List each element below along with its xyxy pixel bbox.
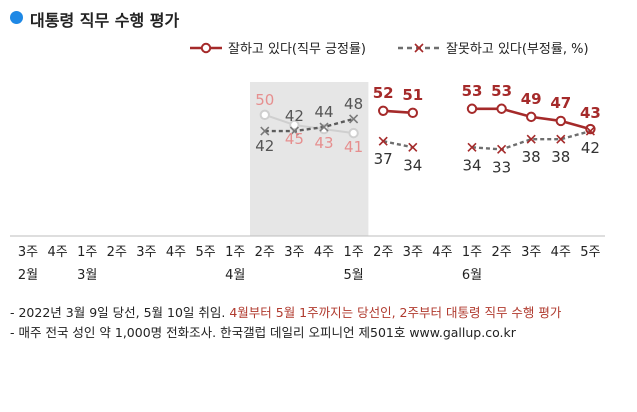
approve-data-label: 51 bbox=[402, 86, 423, 104]
approve-point bbox=[348, 127, 359, 139]
approve-point bbox=[289, 119, 300, 131]
disapprove-point bbox=[585, 126, 595, 136]
disapprove-point bbox=[349, 114, 359, 124]
x-tick-label: 2주 bbox=[107, 245, 127, 260]
approve-data-label: 50 bbox=[255, 91, 274, 109]
disapprove-line bbox=[264, 117, 354, 133]
approval-line-chart: 잘하고 있다(직무 긍정률) 잘못하고 있다(부정률, %) 50 45 43 41 52… bbox=[10, 42, 605, 283]
approve-point bbox=[466, 103, 478, 114]
approve-data-label: 43 bbox=[314, 134, 333, 152]
x-tick-label: 1주 bbox=[462, 245, 482, 260]
x-tick-label: 4주 bbox=[314, 245, 334, 260]
x-tick-label: 4주 bbox=[166, 245, 186, 260]
approve-data-label: 53 bbox=[462, 82, 483, 100]
x-tick-label: 3주 bbox=[18, 245, 38, 260]
approve-line bbox=[264, 113, 354, 135]
x-tick-label: 2주 bbox=[491, 245, 511, 260]
x-tick-label: 3주 bbox=[284, 245, 304, 260]
approve-data-label: 52 bbox=[373, 84, 394, 102]
legend-disapprove-marker bbox=[414, 43, 424, 53]
approve-data-label: 53 bbox=[491, 82, 512, 100]
approve-data-label: 41 bbox=[344, 138, 363, 156]
disapprove-line bbox=[382, 140, 414, 149]
approve-point bbox=[259, 109, 270, 121]
x-tick-label: 3주 bbox=[521, 245, 541, 260]
disapprove-data-label: 42 bbox=[581, 139, 600, 157]
footnote-survey-method: - 매주 전국 성인 약 1,000명 전화조사. 한국갤럽 데일리 오피니언 … bbox=[10, 325, 516, 340]
disapprove-point bbox=[408, 142, 418, 152]
x-month-label: 4월 bbox=[225, 268, 245, 283]
disapprove-line bbox=[471, 129, 591, 151]
disapprove-data-label: 42 bbox=[255, 137, 274, 155]
disapprove-point bbox=[319, 122, 329, 132]
preinauguration-shade bbox=[250, 82, 369, 236]
disapprove-data-label: 33 bbox=[492, 158, 511, 176]
x-tick-label: 2주 bbox=[373, 245, 393, 260]
disapprove-point bbox=[467, 142, 477, 152]
approve-data-label: 45 bbox=[285, 130, 304, 148]
disapprove-data-label: 38 bbox=[522, 148, 541, 166]
x-month-label: 5월 bbox=[343, 268, 363, 283]
disapprove-data-label: 38 bbox=[551, 148, 570, 166]
legend-approve-label: 잘하고 있다(직무 긍정률) bbox=[228, 42, 366, 57]
x-tick-label: 4주 bbox=[551, 245, 571, 260]
x-tick-label: 1주 bbox=[225, 245, 245, 260]
disapprove-data-label: 44 bbox=[314, 103, 333, 121]
approve-point bbox=[526, 111, 537, 123]
approve-data-label: 47 bbox=[550, 94, 571, 112]
approve-point bbox=[407, 107, 418, 119]
approve-point bbox=[496, 103, 507, 114]
disapprove-data-label: 48 bbox=[344, 95, 363, 113]
x-tick-label: 3주 bbox=[403, 245, 423, 260]
x-tick-label: 1주 bbox=[343, 245, 363, 260]
disapprove-data-label: 42 bbox=[285, 107, 304, 125]
x-tick-label: 4주 bbox=[47, 245, 67, 260]
approve-point bbox=[378, 105, 389, 116]
disapprove-point bbox=[497, 144, 507, 154]
disapprove-point bbox=[260, 126, 270, 136]
x-tick-label: 5주 bbox=[195, 245, 215, 260]
disapprove-point bbox=[526, 134, 536, 144]
disapprove-point bbox=[289, 126, 299, 136]
x-tick-label: 2주 bbox=[255, 245, 275, 260]
approve-point bbox=[555, 115, 566, 127]
x-tick-label: 3주 bbox=[136, 245, 156, 260]
disapprove-point bbox=[378, 136, 388, 146]
legend-disapprove-label: 잘못하고 있다(부정률, %) bbox=[446, 42, 589, 57]
title-bullet-icon bbox=[10, 11, 23, 24]
footnote-inauguration-highlight: 4월부터 5월 1주까지는 당선인, 2주부터 대통령 직무 수행 평가 bbox=[229, 305, 562, 320]
disapprove-point bbox=[556, 134, 566, 144]
x-month-label: 6월 bbox=[462, 268, 482, 283]
x-tick-label: 5주 bbox=[580, 245, 600, 260]
footnote-inauguration-plain: - 2022년 3월 9일 당선, 5월 10일 취임. bbox=[10, 305, 230, 320]
disapprove-data-label: 37 bbox=[374, 150, 393, 168]
x-tick-label: 4주 bbox=[432, 245, 452, 260]
x-month-label: 2월 bbox=[18, 268, 38, 283]
disapprove-data-label: 34 bbox=[462, 156, 481, 174]
disapprove-data-label: 34 bbox=[403, 156, 422, 174]
approve-data-label: 49 bbox=[521, 90, 542, 108]
approve-data-label: 43 bbox=[580, 104, 601, 122]
legend-approve-marker bbox=[200, 42, 212, 54]
x-month-label: 3월 bbox=[77, 268, 97, 283]
chart-title: 대통령 직무 수행 평가 bbox=[30, 11, 180, 30]
x-tick-label: 1주 bbox=[77, 245, 97, 260]
footnote-inauguration: - 2022년 3월 9일 당선, 5월 10일 취임. 4월부터 5월 1주까… bbox=[10, 302, 561, 321]
